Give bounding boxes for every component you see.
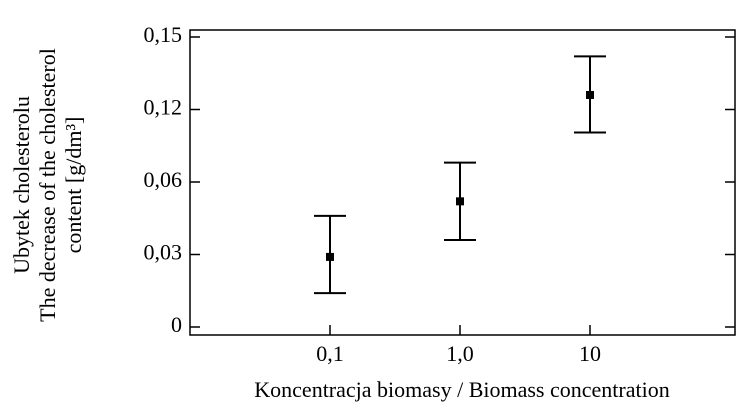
point	[586, 91, 594, 99]
point	[456, 197, 464, 206]
y-axis-label-line: Ubytek cholesterolu	[9, 96, 34, 274]
y-tick-label: 0,12	[144, 95, 183, 120]
plot-frame	[189, 29, 736, 336]
y-axis-label-line: content [g/dm³]	[61, 117, 86, 254]
point	[326, 252, 334, 261]
y-axis-label: Ubytek cholesterolu The decrease of the …	[9, 48, 86, 322]
y-axis-label-line: The decrease of the cholesterol	[35, 48, 60, 322]
x-axis-label: Koncentracja biomasy / Biomass concentra…	[254, 377, 669, 402]
y-tick-label: 0,06	[144, 167, 183, 192]
y-tick-label: 0,15	[144, 22, 183, 47]
x-tick-label: 1,0	[446, 341, 474, 366]
y-tick-label: 0,03	[144, 240, 183, 265]
y-tick-label: 0	[171, 312, 182, 337]
x-tick-label: 0,1	[316, 341, 344, 366]
x-tick-label: 10	[579, 341, 601, 366]
